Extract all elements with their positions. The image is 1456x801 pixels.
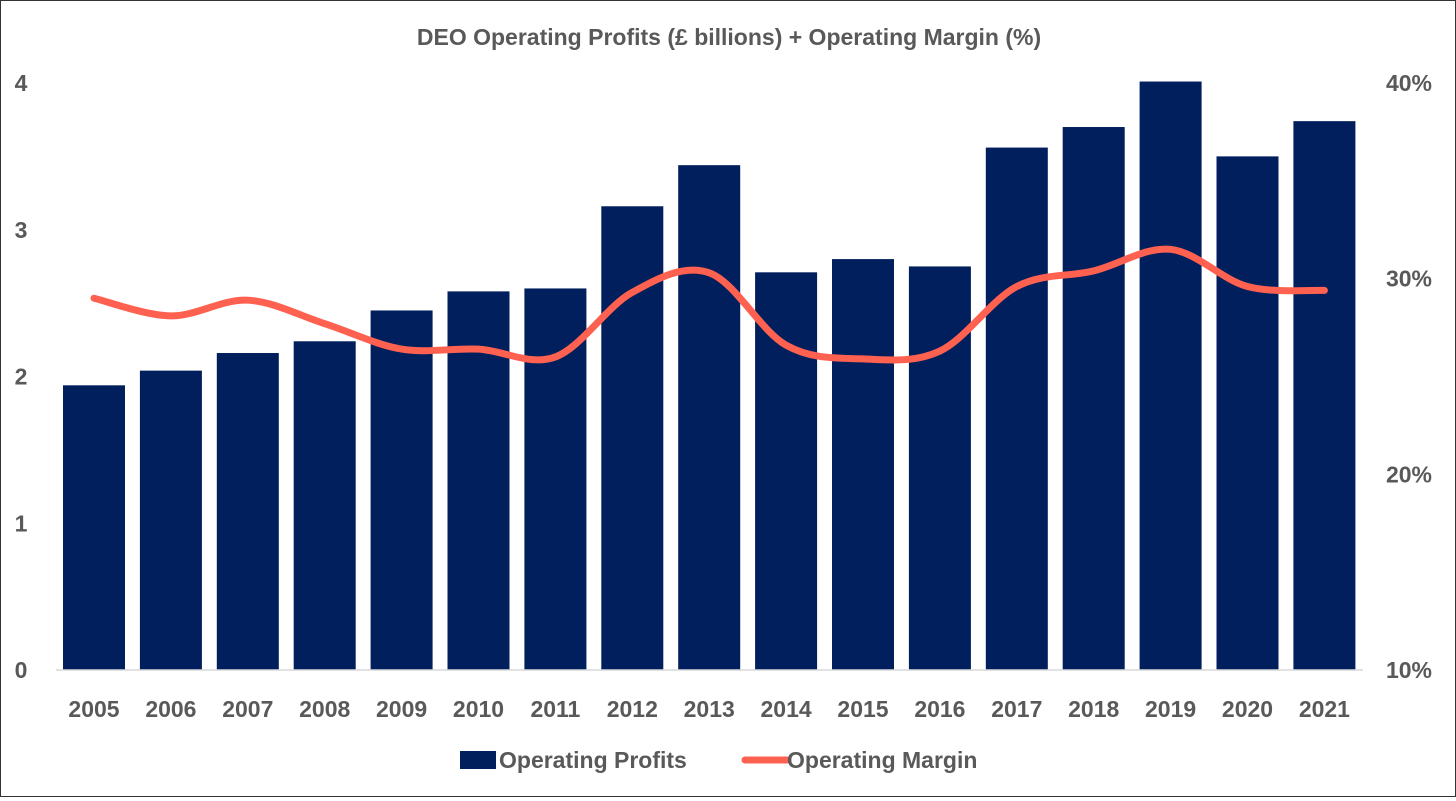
bar-2005 <box>63 385 125 670</box>
y-right-tick-label: 30% <box>1386 266 1432 292</box>
y-left-tick-label: 0 <box>15 657 28 683</box>
x-tick-label: 2005 <box>68 696 119 722</box>
x-tick-label: 2013 <box>684 696 735 722</box>
x-tick-label: 2019 <box>1145 696 1196 722</box>
bar-2011 <box>524 288 587 670</box>
y-right-tick-label: 10% <box>1386 657 1432 683</box>
x-tick-label: 2012 <box>607 696 658 722</box>
bar-2020 <box>1216 156 1279 670</box>
bar-2021 <box>1293 121 1356 670</box>
chart-title: DEO Operating Profits (£ billions) + Ope… <box>417 24 1041 50</box>
x-tick-label: 2007 <box>222 696 273 722</box>
y-left-tick-label: 4 <box>15 70 28 96</box>
x-tick-label: 2006 <box>145 696 196 722</box>
x-tick-label: 2020 <box>1222 696 1273 722</box>
bar-2013 <box>678 165 741 670</box>
x-tick-label: 2014 <box>761 696 812 722</box>
bar-2007 <box>216 353 279 670</box>
operating-margin-line <box>90 245 1328 364</box>
bar-2009 <box>370 310 433 670</box>
x-tick-label: 2008 <box>299 696 350 722</box>
legend-swatch-operating-profits <box>460 751 496 769</box>
y-left-tick-label: 3 <box>15 217 28 243</box>
bar-2016 <box>908 266 971 670</box>
bar-2008 <box>293 341 356 670</box>
y-left-tick-label: 2 <box>15 364 28 390</box>
bar-2019 <box>1139 81 1202 671</box>
bar-2015 <box>832 259 894 670</box>
x-tick-label: 2017 <box>991 696 1042 722</box>
y-left-tick-label: 1 <box>15 510 28 536</box>
y-right-tick-label: 40% <box>1386 70 1432 96</box>
bar-2012 <box>601 206 664 670</box>
x-tick-label: 2021 <box>1299 696 1350 722</box>
bar-2018 <box>1062 127 1125 670</box>
bar-2006 <box>139 370 202 670</box>
bar-2017 <box>985 147 1048 670</box>
x-tick-label: 2018 <box>1068 696 1119 722</box>
legend: Operating Profits Operating Margin <box>460 747 977 773</box>
y-right-tick-label: 20% <box>1386 461 1432 487</box>
x-tick-label: 2016 <box>914 696 965 722</box>
x-tick-label: 2015 <box>837 696 888 722</box>
bar-2014 <box>755 272 818 670</box>
x-tick-label: 2011 <box>530 696 580 722</box>
x-tick-label: 2009 <box>376 696 427 722</box>
legend-label-operating-profits: Operating Profits <box>499 747 687 773</box>
x-tick-label: 2010 <box>453 696 504 722</box>
legend-label-operating-margin: Operating Margin <box>787 747 977 773</box>
